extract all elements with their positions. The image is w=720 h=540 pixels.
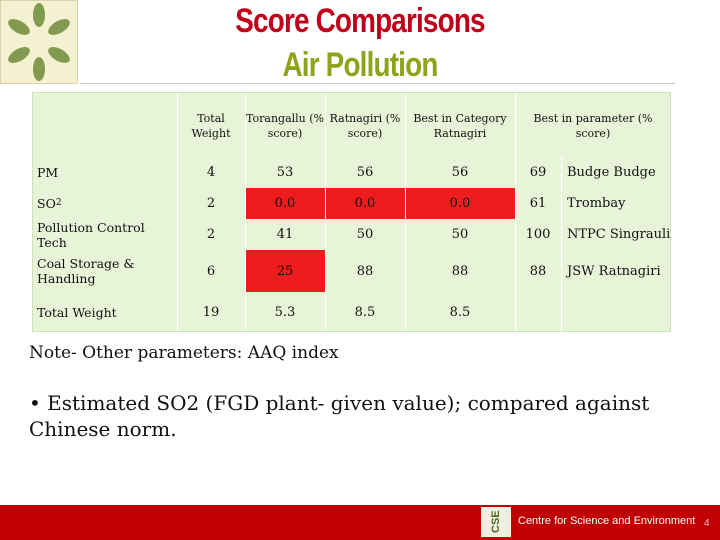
slide-title: Score Comparisons: [235, 2, 485, 40]
row-label-main: SO: [37, 196, 56, 211]
weight-cell: 2: [206, 227, 216, 242]
footer-org-name: Centre for Science and Environment: [518, 515, 696, 527]
grid-line: [561, 157, 562, 333]
page-number: 4: [704, 518, 710, 529]
cse-logo: CSE: [481, 507, 511, 537]
row-label-subscript: 2: [55, 198, 62, 209]
header-cell: [33, 93, 177, 161]
row-label: PM: [37, 165, 59, 180]
header-cell: Torangallu (% score): [246, 112, 324, 140]
best-parameter-plant-cell: JSW Ratnagiri: [567, 263, 661, 279]
ratnagiri-cell: 56: [356, 165, 374, 180]
table-row: Total Weight 19 5.3 8.5 8.5: [33, 292, 670, 332]
weight-cell: 2: [206, 196, 216, 211]
slide-subtitle: Air Pollution: [282, 46, 438, 84]
ratnagiri-cell: 8.5: [354, 304, 376, 320]
grid-line: [325, 93, 326, 331]
ratnagiri-cell: 88: [356, 263, 374, 279]
best-parameter-score-cell: [515, 292, 561, 332]
weight-cell: 6: [206, 263, 216, 279]
torangallu-cell: 41: [276, 227, 294, 242]
table-row: Coal Storage & Handling 6 25 88 88 88 JS…: [33, 250, 670, 292]
ratnagiri-cell: 0.0: [325, 188, 405, 219]
best-parameter-score-cell: 100: [525, 227, 551, 242]
best-parameter-score-cell: 88: [529, 263, 547, 279]
grid-line: [245, 93, 246, 331]
note-text: Note- Other parameters: AAQ index: [29, 343, 339, 363]
header-cell: Total Weight: [191, 112, 231, 140]
leaf-wreath-logo: [0, 0, 78, 84]
torangallu-cell: 25: [245, 250, 325, 292]
grid-line: [177, 93, 178, 331]
header-cell: Ratnagiri (% score): [329, 112, 401, 140]
footer-bar: [0, 505, 720, 540]
grid-line: [405, 93, 406, 331]
ratnagiri-cell: 50: [356, 227, 374, 242]
header-cell: Best in parameter (% score): [533, 112, 653, 140]
grid-line: [515, 93, 516, 331]
table-header-row: Total Weight Torangallu (% score) Ratnag…: [33, 93, 670, 161]
header-cell: Best in Category Ratnagiri: [413, 112, 507, 140]
table-row: PM 4 53 56 56 69 Budge Budge: [33, 157, 670, 188]
row-label: Coal Storage & Handling: [37, 256, 135, 286]
weight-cell: 4: [206, 165, 216, 180]
table-row: SO 2 2 0.0 0.0 0.0 61 Trombay: [33, 188, 670, 219]
best-parameter-plant-cell: NTPC Singrauli: [567, 227, 671, 242]
title-divider: [80, 83, 675, 84]
best-category-cell: 8.5: [449, 304, 471, 320]
best-parameter-score-cell: 69: [529, 165, 547, 180]
best-category-cell: 88: [451, 263, 469, 279]
bullet-text: • Estimated SO2 (FGD plant- given value)…: [29, 391, 650, 441]
row-label: SO 2: [33, 188, 177, 219]
table-row: Pollution Control Tech 2 41 50 50 100 NT…: [33, 219, 670, 250]
best-parameter-score-cell: 61: [529, 196, 547, 211]
best-parameter-plant-cell: [561, 292, 671, 332]
torangallu-cell: 0.0: [245, 188, 325, 219]
weight-cell: 19: [202, 304, 220, 320]
torangallu-cell: 5.3: [274, 304, 296, 320]
best-parameter-plant-cell: Trombay: [567, 196, 626, 211]
best-category-cell: 0.0: [405, 188, 515, 219]
best-category-cell: 56: [451, 165, 469, 180]
row-label: Pollution Control Tech: [37, 219, 145, 250]
torangallu-cell: 53: [276, 165, 294, 180]
score-table: Total Weight Torangallu (% score) Ratnag…: [32, 92, 671, 333]
row-label: Total Weight: [37, 304, 117, 320]
best-parameter-plant-cell: Budge Budge: [567, 165, 656, 180]
best-category-cell: 50: [451, 227, 469, 242]
